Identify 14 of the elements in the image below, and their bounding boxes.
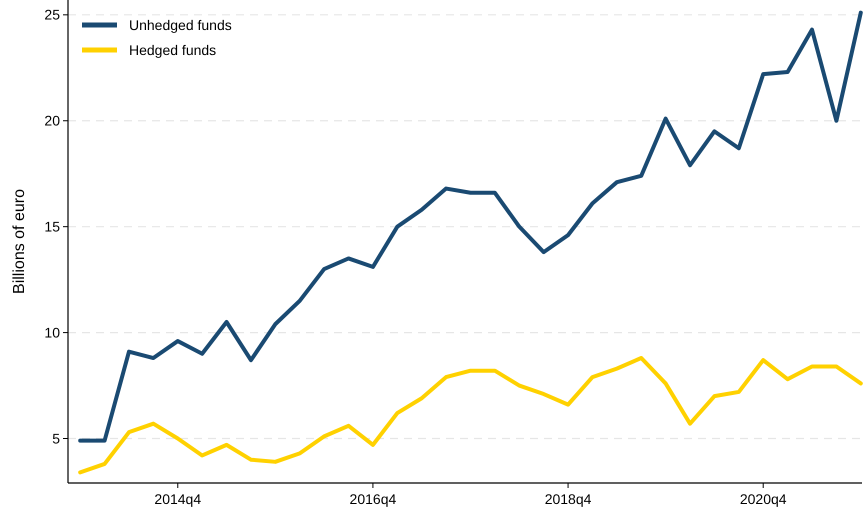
y-tick-label: 5	[52, 430, 60, 446]
x-tick-label: 2020q4	[740, 491, 787, 507]
line-series	[78, 10, 863, 443]
y-tick-label: 25	[44, 6, 60, 23]
legend-label: Hedged funds	[129, 42, 216, 58]
x-tick-label: 2014q4	[154, 491, 202, 507]
y-tick-label: 20	[44, 112, 60, 129]
legend-label: Unhedged funds	[129, 16, 232, 33]
x-tick-label: 2016q4	[350, 491, 396, 507]
line-series	[78, 356, 863, 474]
y-tick-label: 10	[44, 324, 60, 340]
y-tick-label: 15	[44, 218, 60, 235]
y-axis-title: Billions of euro	[11, 188, 28, 294]
x-tick-label: 2018q4	[544, 491, 592, 507]
